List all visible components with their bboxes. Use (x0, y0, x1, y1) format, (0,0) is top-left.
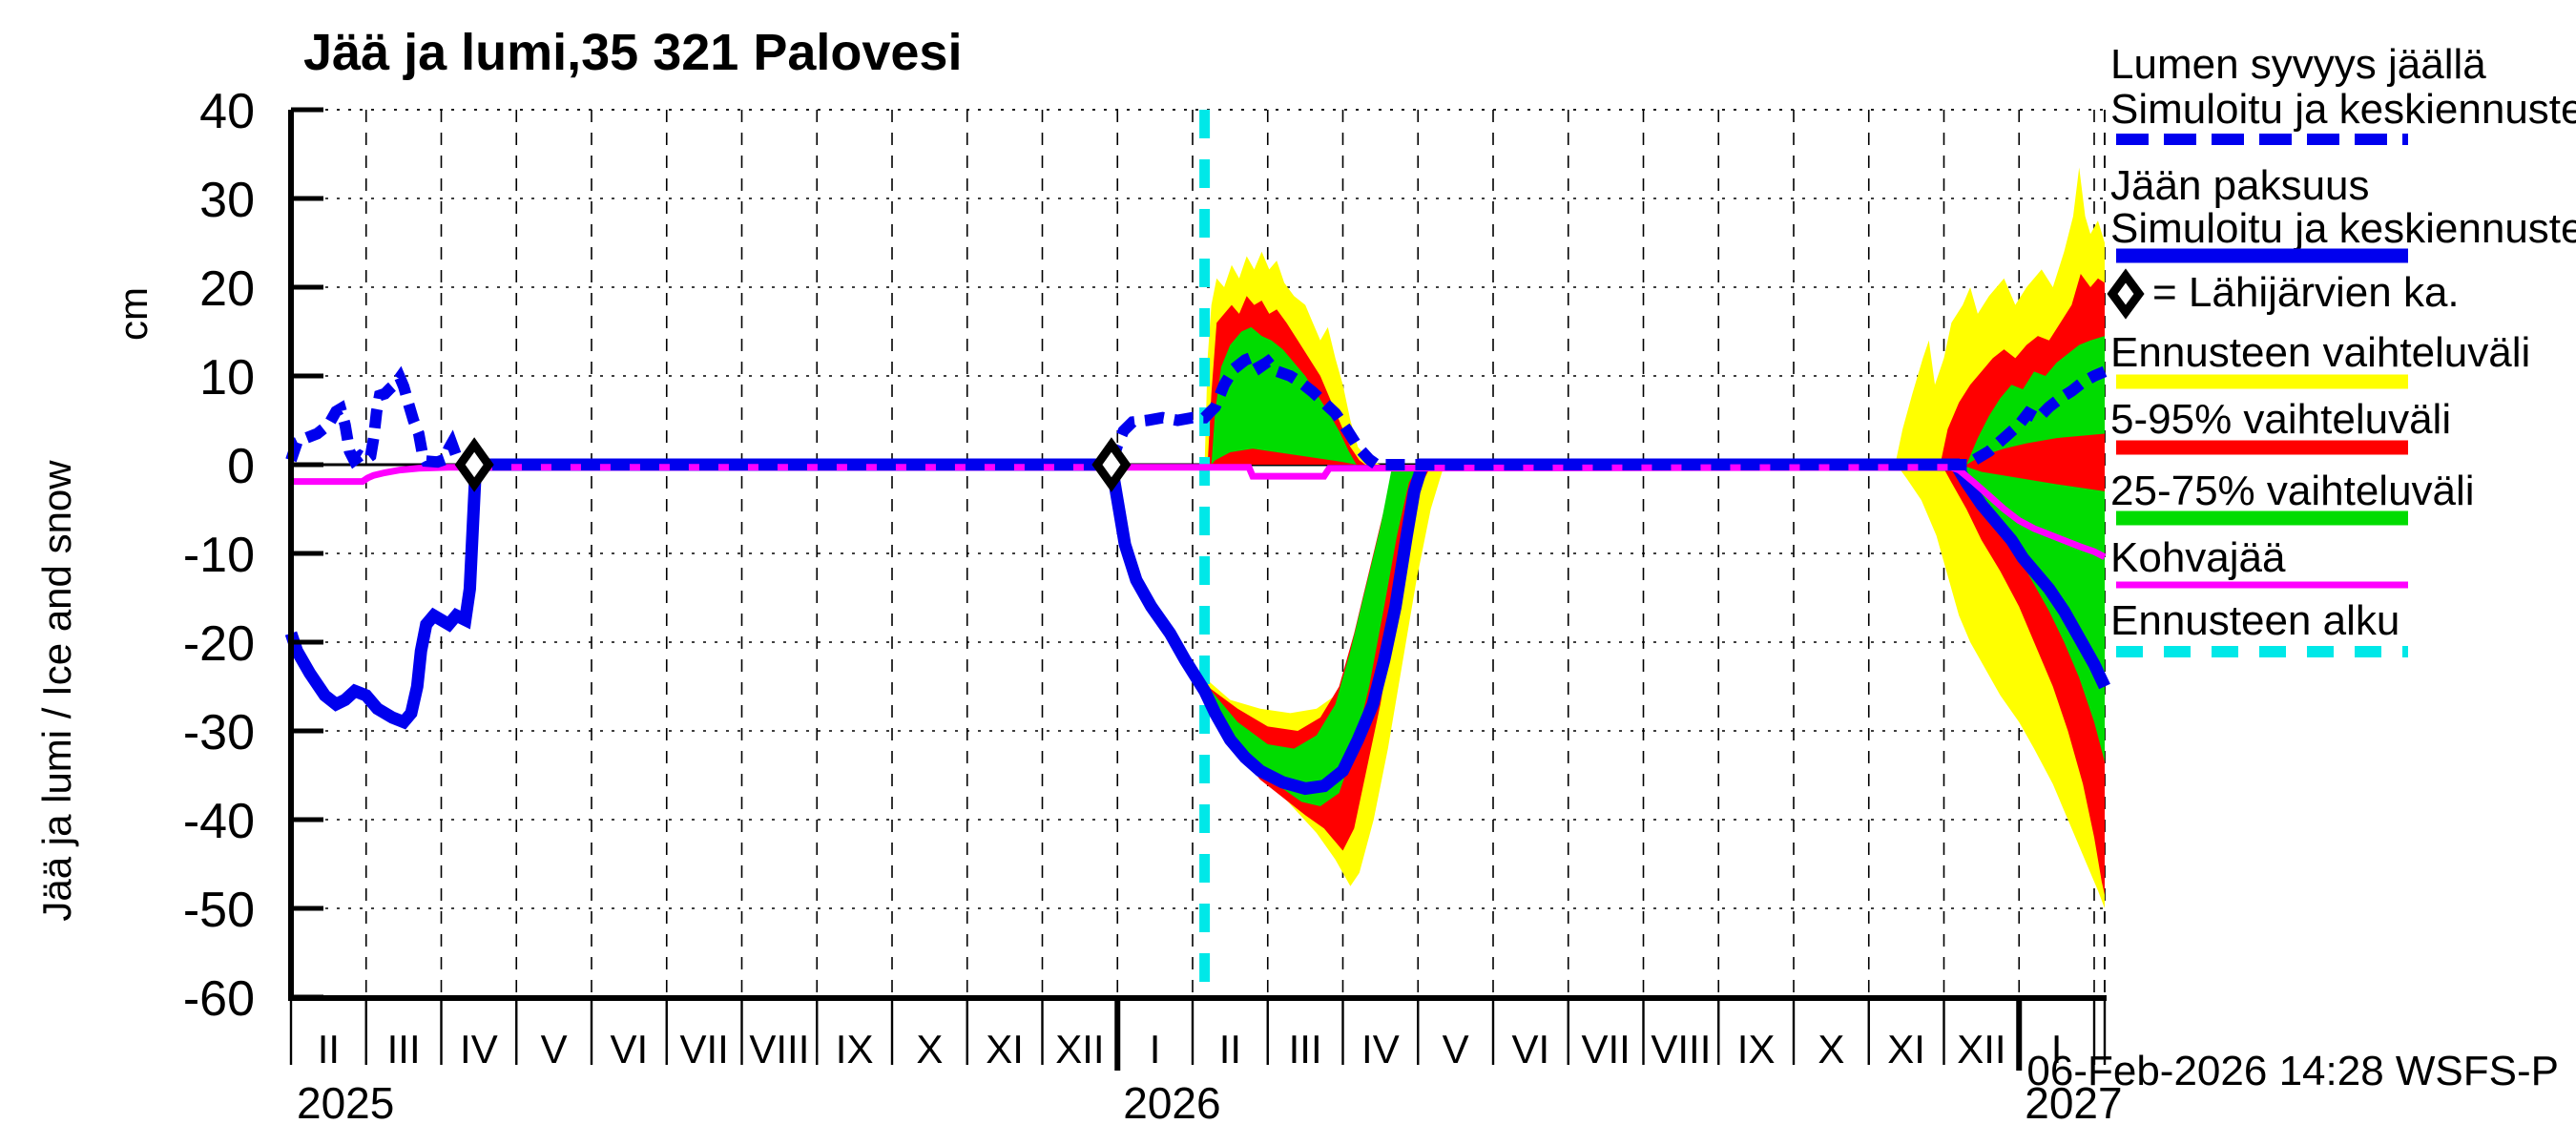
chart-title: Jää ja lumi,35 321 Palovesi (303, 24, 963, 81)
legend-item-ice-thickness: Simuloitu ja keskiennuste (2110, 205, 2576, 252)
y-tick-label: -10 (183, 528, 255, 583)
ice-thickness-line (284, 458, 2110, 796)
kohvajaa-line (291, 464, 2107, 560)
snow-depth-line (285, 349, 2108, 470)
x-year-label: 2025 (297, 1078, 394, 1128)
x-month-label: XI (986, 1027, 1024, 1072)
y-tick-label: -40 (183, 794, 255, 849)
x-month-label: VIII (749, 1027, 809, 1072)
y-tick-label: 0 (227, 439, 255, 494)
x-month-label: I (1150, 1027, 1161, 1072)
y-tick-label: -20 (183, 616, 255, 672)
x-month-label: III (387, 1027, 421, 1072)
x-month-label: X (916, 1027, 943, 1072)
legend-item-snow-depth-on-ice: Simuloitu ja keskiennuste (2110, 86, 2576, 133)
legend-item-forecast-range: Ennusteen vaihteluväli (2110, 329, 2531, 376)
band-snow-2027-25-75 (1966, 336, 2106, 465)
x-month-label: II (1219, 1027, 1241, 1072)
x-month-label: V (1443, 1027, 1469, 1072)
x-month-label: III (1289, 1027, 1322, 1072)
band-ice-2026-25-75 (1211, 465, 1420, 807)
x-year-label: 2026 (1123, 1078, 1220, 1128)
legend-item-ice-thickness: Jään paksuus (2110, 162, 2370, 209)
x-month-label: IX (836, 1027, 874, 1072)
legend-item-snow-depth-on-ice: Lumen syvyys jäällä (2110, 41, 2486, 88)
legend-item-kohvajaa: Kohvajää (2110, 534, 2286, 581)
lake-average-diamond-marker (454, 437, 494, 492)
x-month-label: VII (1581, 1027, 1630, 1072)
timestamp: 06-Feb-2026 14:28 WSFS-P (2026, 1048, 2559, 1094)
x-month-label: XI (1887, 1027, 1925, 1072)
legend-item-forecast-start: Ennusteen alku (2110, 597, 2400, 644)
legend-item-nearby-lakes-average: = Lähijärvien ka. (2152, 269, 2460, 316)
x-month-label: I (2051, 1027, 2063, 1072)
y-tick-label: -60 (183, 971, 255, 1027)
x-month-label: IX (1737, 1027, 1776, 1072)
x-month-label: VIII (1651, 1027, 1711, 1072)
y-tick-label: 40 (199, 84, 255, 139)
x-month-label: VII (679, 1027, 728, 1072)
lake-average-diamond-marker (1091, 437, 1132, 492)
x-month-label: XII (1055, 1027, 1104, 1072)
y-tick-label: 30 (199, 173, 255, 228)
y-tick-label: 20 (199, 261, 255, 317)
y-tick-label: 10 (199, 350, 255, 406)
x-month-label: IV (1361, 1027, 1400, 1072)
x-month-label: VI (1512, 1027, 1550, 1072)
y-tick-label: -50 (183, 883, 255, 938)
x-month-label: XII (1957, 1027, 2005, 1072)
legend-item-range-5-95: 5-95% vaihteluväli (2110, 396, 2452, 443)
legend-diamond-icon (2107, 268, 2145, 320)
x-month-label: V (541, 1027, 568, 1072)
x-month-label: IV (460, 1027, 498, 1072)
x-month-label: X (1818, 1027, 1844, 1072)
x-month-label: VI (611, 1027, 649, 1072)
y-tick-label: -30 (183, 705, 255, 760)
x-year-label: 2027 (2025, 1078, 2122, 1128)
x-month-label: II (318, 1027, 340, 1072)
legend-item-range-25-75: 25-75% vaihteluväli (2110, 468, 2475, 514)
